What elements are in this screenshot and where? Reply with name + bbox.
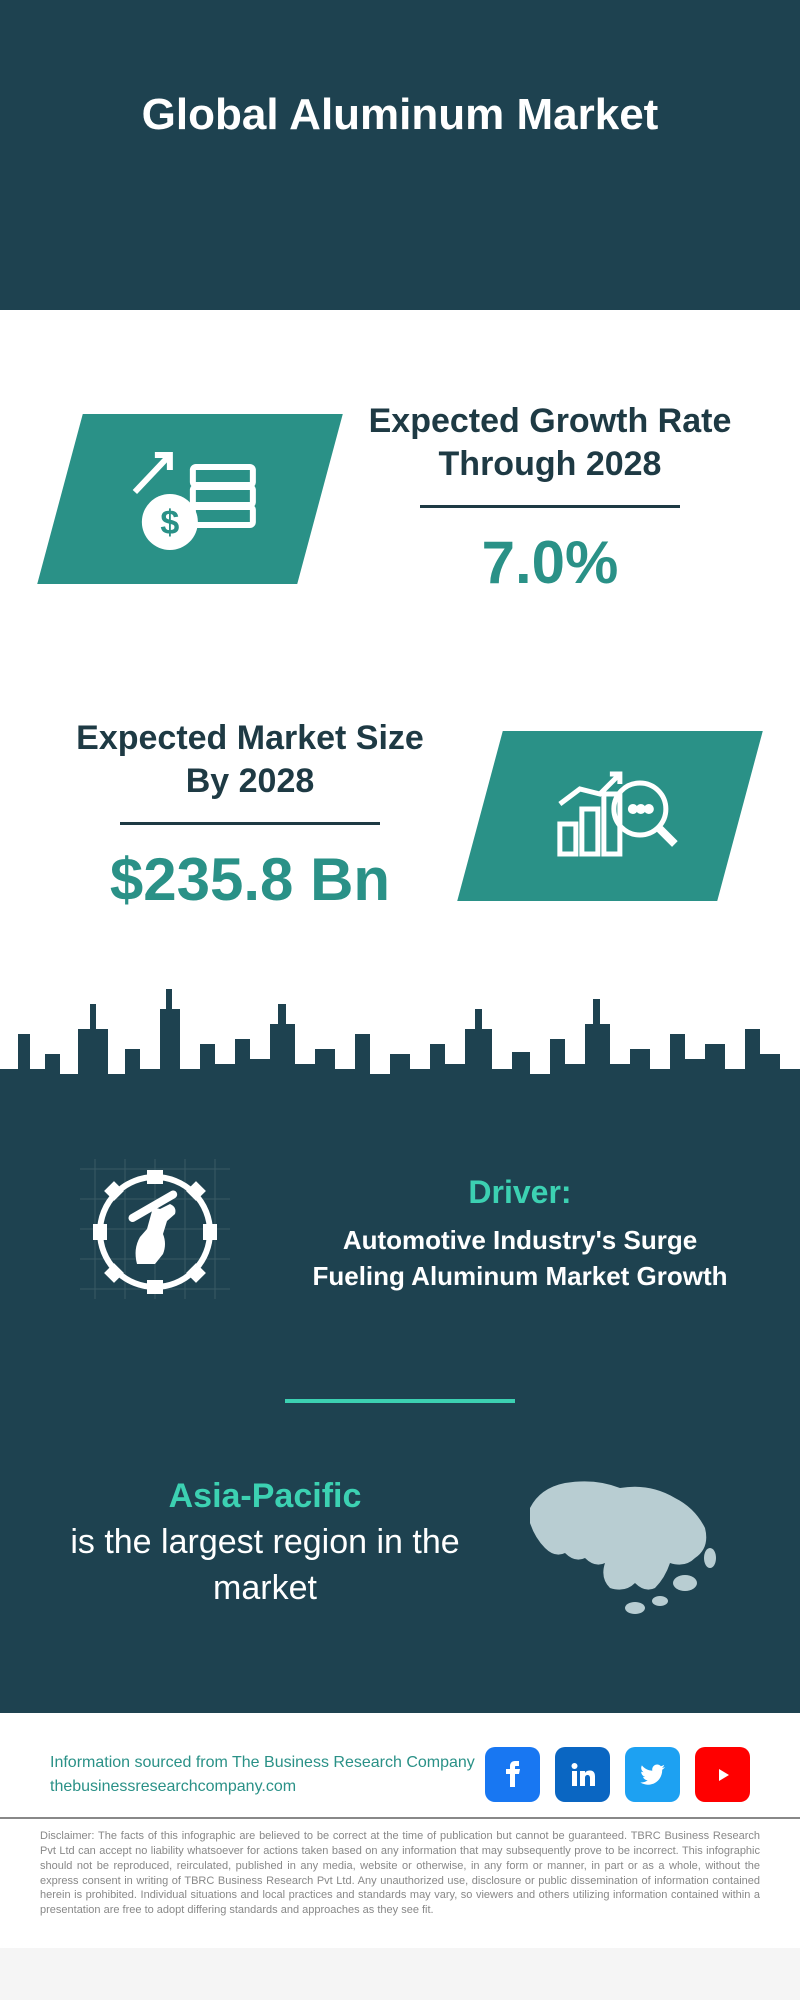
teal-divider (285, 1399, 515, 1403)
dark-section: Driver: Automotive Industry's Surge Fuel… (0, 1114, 800, 1713)
region-row: Asia-Pacific is the largest region in th… (60, 1463, 740, 1643)
source-line1: Information sourced from The Business Re… (50, 1751, 475, 1775)
driver-text: Driver: Automotive Industry's Surge Fuel… (300, 1174, 740, 1293)
gap (0, 310, 800, 340)
youtube-icon[interactable] (695, 1747, 750, 1802)
driver-desc: Automotive Industry's Surge Fueling Alum… (300, 1223, 740, 1293)
stat2-heading: Expected Market Size By 2028 (60, 717, 440, 802)
stat1-text: Expected Growth Rate Through 2028 7.0% (360, 400, 740, 597)
driver-icon-box (60, 1154, 250, 1314)
analytics-icon (535, 753, 685, 873)
stat-market-size: Expected Market Size By 2028 $235.8 Bn (0, 657, 800, 974)
stat1-value: 7.0% (360, 528, 740, 597)
linkedin-icon[interactable] (555, 1747, 610, 1802)
asia-map-icon (510, 1463, 740, 1623)
social-icons (485, 1747, 750, 1802)
stat1-heading: Expected Growth Rate Through 2028 (360, 400, 740, 485)
region-rest: is the largest region in the market (70, 1523, 459, 1607)
driver-row: Driver: Automotive Industry's Surge Fuel… (60, 1144, 740, 1344)
stat2-text: Expected Market Size By 2028 $235.8 Bn (60, 717, 440, 914)
gear-wrench-icon (60, 1154, 250, 1314)
facebook-icon[interactable] (485, 1747, 540, 1802)
divider (120, 822, 380, 825)
money-growth-icon: $ (115, 436, 265, 556)
stat-growth-rate: $ Expected Growth Rate Through 2028 7.0% (0, 340, 800, 657)
source-text: Information sourced from The Business Re… (50, 1751, 475, 1799)
infographic-container: Global Aluminum Market $ (0, 0, 800, 1948)
stat2-icon-box (457, 731, 763, 901)
driver-label: Driver: (300, 1174, 740, 1211)
region-text: Asia-Pacific is the largest region in th… (60, 1474, 470, 1612)
disclaimer-text: Disclaimer: The facts of this infographi… (40, 1829, 760, 1918)
map-box (510, 1463, 740, 1623)
header: Global Aluminum Market (0, 0, 800, 310)
region-highlight: Asia-Pacific (169, 1477, 362, 1515)
stat1-icon-box: $ (37, 414, 343, 584)
page-title: Global Aluminum Market (142, 90, 659, 140)
footer-disclaimer: Disclaimer: The facts of this infographi… (0, 1817, 800, 1948)
svg-text:$: $ (161, 503, 180, 541)
skyline (0, 974, 800, 1114)
stat2-value: $235.8 Bn (60, 845, 440, 914)
skyline-icon (0, 974, 800, 1114)
footer-source: Information sourced from The Business Re… (0, 1713, 800, 1817)
divider (420, 505, 680, 508)
source-line2: thebusinessresearchcompany.com (50, 1775, 475, 1799)
twitter-icon[interactable] (625, 1747, 680, 1802)
